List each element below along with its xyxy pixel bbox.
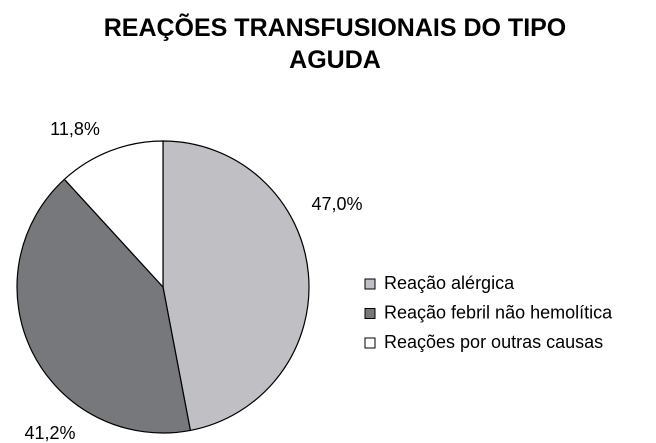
legend-label: Reação alérgica: [384, 273, 515, 293]
data-label: 11,8%: [50, 119, 100, 139]
data-label: 47,0%: [311, 194, 362, 214]
legend-swatch: [364, 278, 376, 290]
pie-slice: [16, 178, 192, 434]
pie-slice: [63, 140, 164, 289]
chart-title: REAÇÕES TRANSFUSIONAIS DO TIPO AGUDA: [103, 14, 567, 74]
legend-swatch: [364, 308, 376, 319]
pie-slice: [162, 140, 310, 432]
legend-swatch: [364, 337, 376, 349]
legend-label: Reações por outras causas: [384, 332, 603, 352]
data-label: 41,2%: [24, 423, 75, 443]
legend-label: Reação febril não hemolítica: [384, 302, 613, 322]
